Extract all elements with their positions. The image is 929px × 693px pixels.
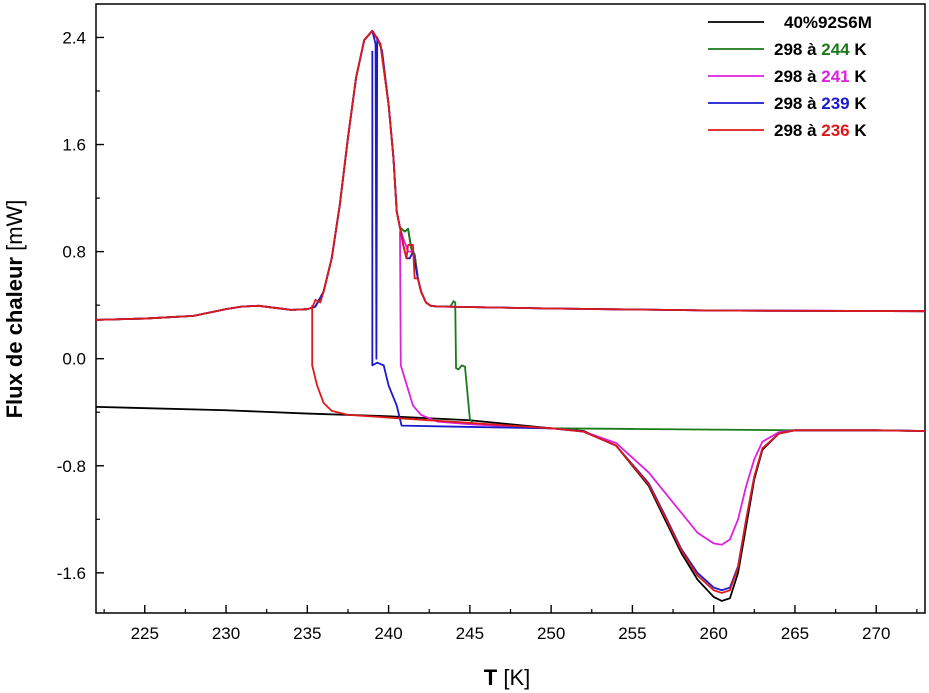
series-line-4-1: [311, 305, 926, 594]
legend-entry-suffix: K: [850, 67, 868, 86]
y-tick-label: 2.4: [62, 28, 86, 47]
legend-entry-highlight: 236: [821, 121, 849, 140]
legend-entry: 298 à 241 K: [774, 67, 867, 86]
x-tick-label: 235: [293, 624, 321, 643]
legend-entry-suffix: K: [850, 121, 868, 140]
legend-entry: 298 à 244 K: [774, 40, 867, 59]
x-tick-label: 245: [456, 624, 484, 643]
x-tick-label: 265: [781, 624, 809, 643]
legend-entry: 298 à 239 K: [774, 94, 867, 113]
legend-entry-suffix: K: [850, 94, 868, 113]
x-axis-label: T: [484, 665, 498, 690]
legend-entry-highlight: 241: [821, 67, 849, 86]
legend-entry-highlight: 244: [821, 40, 850, 59]
y-axis-unit: [mW]: [2, 200, 27, 251]
x-tick-label: 270: [862, 624, 890, 643]
x-tick-label: 255: [618, 624, 646, 643]
x-tick-label: 240: [374, 624, 402, 643]
y-tick-label: -1.6: [57, 564, 86, 583]
x-axis: 225 230 235 240 245 250 255 260 265 270: [103, 605, 918, 643]
legend-entry: 298 à 236 K: [774, 121, 867, 140]
x-axis-unit: [K]: [503, 665, 530, 690]
x-tick-label: 225: [131, 624, 159, 643]
y-tick-label: 1.6: [62, 136, 86, 155]
legend-entry-suffix: K: [850, 40, 868, 59]
y-tick-label: 0.8: [62, 243, 86, 262]
series-line-4-0: [95, 29, 926, 321]
y-axis-title: Flux de chaleur [mW]: [2, 200, 27, 419]
legend-entry-prefix: 298 à: [774, 40, 821, 59]
y-axis: 2.4 1.6 0.8 0.0 -0.8 -1.6: [57, 28, 104, 583]
x-tick-label: 250: [537, 624, 565, 643]
legend-entry-prefix: 298 à: [774, 121, 821, 140]
legend-entry-prefix: 298 à: [774, 94, 821, 113]
legend-entry: 40%92S6M: [784, 13, 872, 32]
x-tick-label: 260: [699, 624, 727, 643]
y-tick-label: -0.8: [57, 457, 86, 476]
x-tick-label: 230: [212, 624, 240, 643]
series-layer: [95, 29, 926, 602]
legend-entry-prefix: 40%92S6M: [784, 13, 872, 32]
legend-entry-highlight: 239: [821, 94, 849, 113]
series-line-2-1: [399, 231, 926, 546]
y-tick-label: 0.0: [62, 350, 86, 369]
y-axis-label: Flux de chaleur: [2, 257, 27, 419]
legend-entry-prefix: 298 à: [774, 67, 821, 86]
x-axis-title: T [K]: [484, 665, 530, 690]
